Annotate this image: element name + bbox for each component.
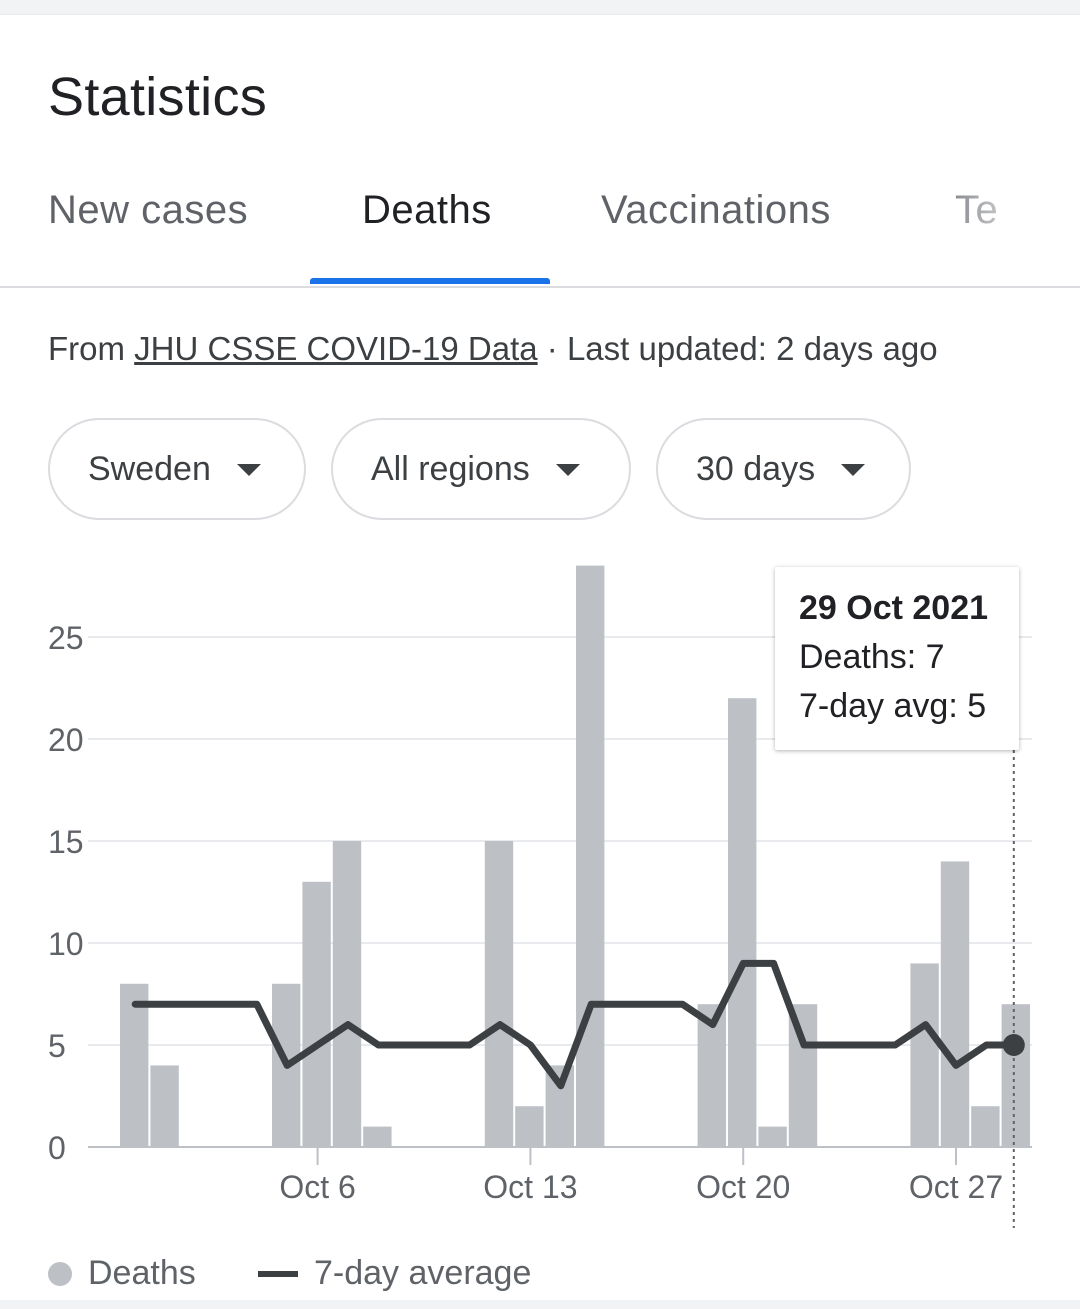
deaths-chart[interactable]: 0 5 10 15 20 25 Oct 6 Oct 13 Oct 20 Oct 27 — [0, 540, 1080, 1240]
tab-new-cases[interactable]: New cases — [48, 188, 249, 232]
tab-tests[interactable]: Te — [955, 188, 999, 232]
y-tick-label: 15 — [48, 824, 84, 860]
tooltip-date: 29 Oct 2021 — [799, 589, 989, 627]
period-dropdown[interactable]: 30 days — [656, 418, 911, 520]
period-dropdown-label: 30 days — [696, 449, 816, 488]
tooltip-deaths: Deaths: 7 — [799, 638, 945, 676]
y-tick-label: 0 — [48, 1130, 66, 1166]
deaths-bar — [1001, 1004, 1030, 1147]
legend-deaths-label: Deaths — [88, 1254, 196, 1292]
deaths-bar — [728, 698, 757, 1147]
tooltip-average: 7-day avg: 5 — [799, 687, 987, 725]
deaths-bar — [484, 841, 514, 1147]
deaths-bar — [332, 841, 362, 1147]
y-tick-label: 20 — [48, 722, 84, 758]
page-title: Statistics — [48, 67, 268, 127]
deaths-bar — [910, 963, 939, 1147]
deaths-bar — [697, 1004, 726, 1147]
tab-deaths[interactable]: Deaths — [362, 188, 492, 232]
legend-item-average: 7-day average — [258, 1254, 531, 1293]
data-source-line: From JHU CSSE COVID-19 Data · Last updat… — [48, 330, 938, 368]
source-link[interactable]: JHU CSSE COVID-19 Data — [134, 330, 538, 367]
country-dropdown[interactable]: Sweden — [48, 418, 306, 520]
tab-vaccinations[interactable]: Vaccinations — [601, 188, 831, 232]
country-dropdown-label: Sweden — [88, 449, 211, 488]
chart-tooltip: 29 Oct 2021 Deaths: 7 7-day avg: 5 — [775, 567, 1019, 750]
region-dropdown[interactable]: All regions — [331, 418, 631, 520]
seven-day-average-line — [131, 959, 1021, 1090]
deaths-bar — [788, 1004, 818, 1147]
x-tick-label: Oct 27 — [909, 1169, 1003, 1205]
deaths-bar — [515, 1106, 544, 1147]
legend-item-deaths: Deaths — [48, 1254, 196, 1293]
source-prefix: From — [48, 330, 135, 367]
top-divider — [0, 0, 1080, 15]
y-tick-label: 5 — [48, 1028, 66, 1064]
deaths-bar — [363, 1126, 392, 1147]
legend-deaths-swatch-icon — [48, 1261, 72, 1286]
deaths-bar — [971, 1106, 1000, 1147]
y-tick-label: 25 — [48, 620, 84, 656]
selected-point-marker — [1002, 1034, 1025, 1056]
deaths-bar — [120, 983, 149, 1147]
deaths-bar — [545, 1065, 574, 1147]
caret-down-icon — [236, 464, 261, 476]
bottom-divider — [0, 1300, 1080, 1309]
deaths-bar — [758, 1126, 787, 1147]
legend-average-label: 7-day average — [314, 1254, 532, 1292]
deaths-bar — [150, 1065, 179, 1147]
caret-down-icon — [841, 464, 866, 476]
tab-scroll-fade — [920, 170, 1080, 280]
caret-down-icon — [555, 464, 580, 476]
x-tick-label: Oct 13 — [483, 1169, 577, 1205]
tab-bar: New cases Deaths Vaccinations Te — [0, 170, 1080, 288]
region-dropdown-label: All regions — [371, 449, 530, 488]
legend-average-line-icon — [258, 1270, 298, 1277]
deaths-bar — [302, 881, 331, 1147]
deaths-bar — [940, 861, 970, 1147]
y-tick-label: 10 — [48, 926, 84, 962]
active-tab-indicator — [310, 278, 550, 284]
last-updated-text: · Last updated: 2 days ago — [537, 330, 938, 367]
x-tick-label: Oct 6 — [279, 1169, 355, 1205]
deaths-bar — [576, 565, 605, 1147]
x-tick-label: Oct 20 — [696, 1169, 790, 1205]
